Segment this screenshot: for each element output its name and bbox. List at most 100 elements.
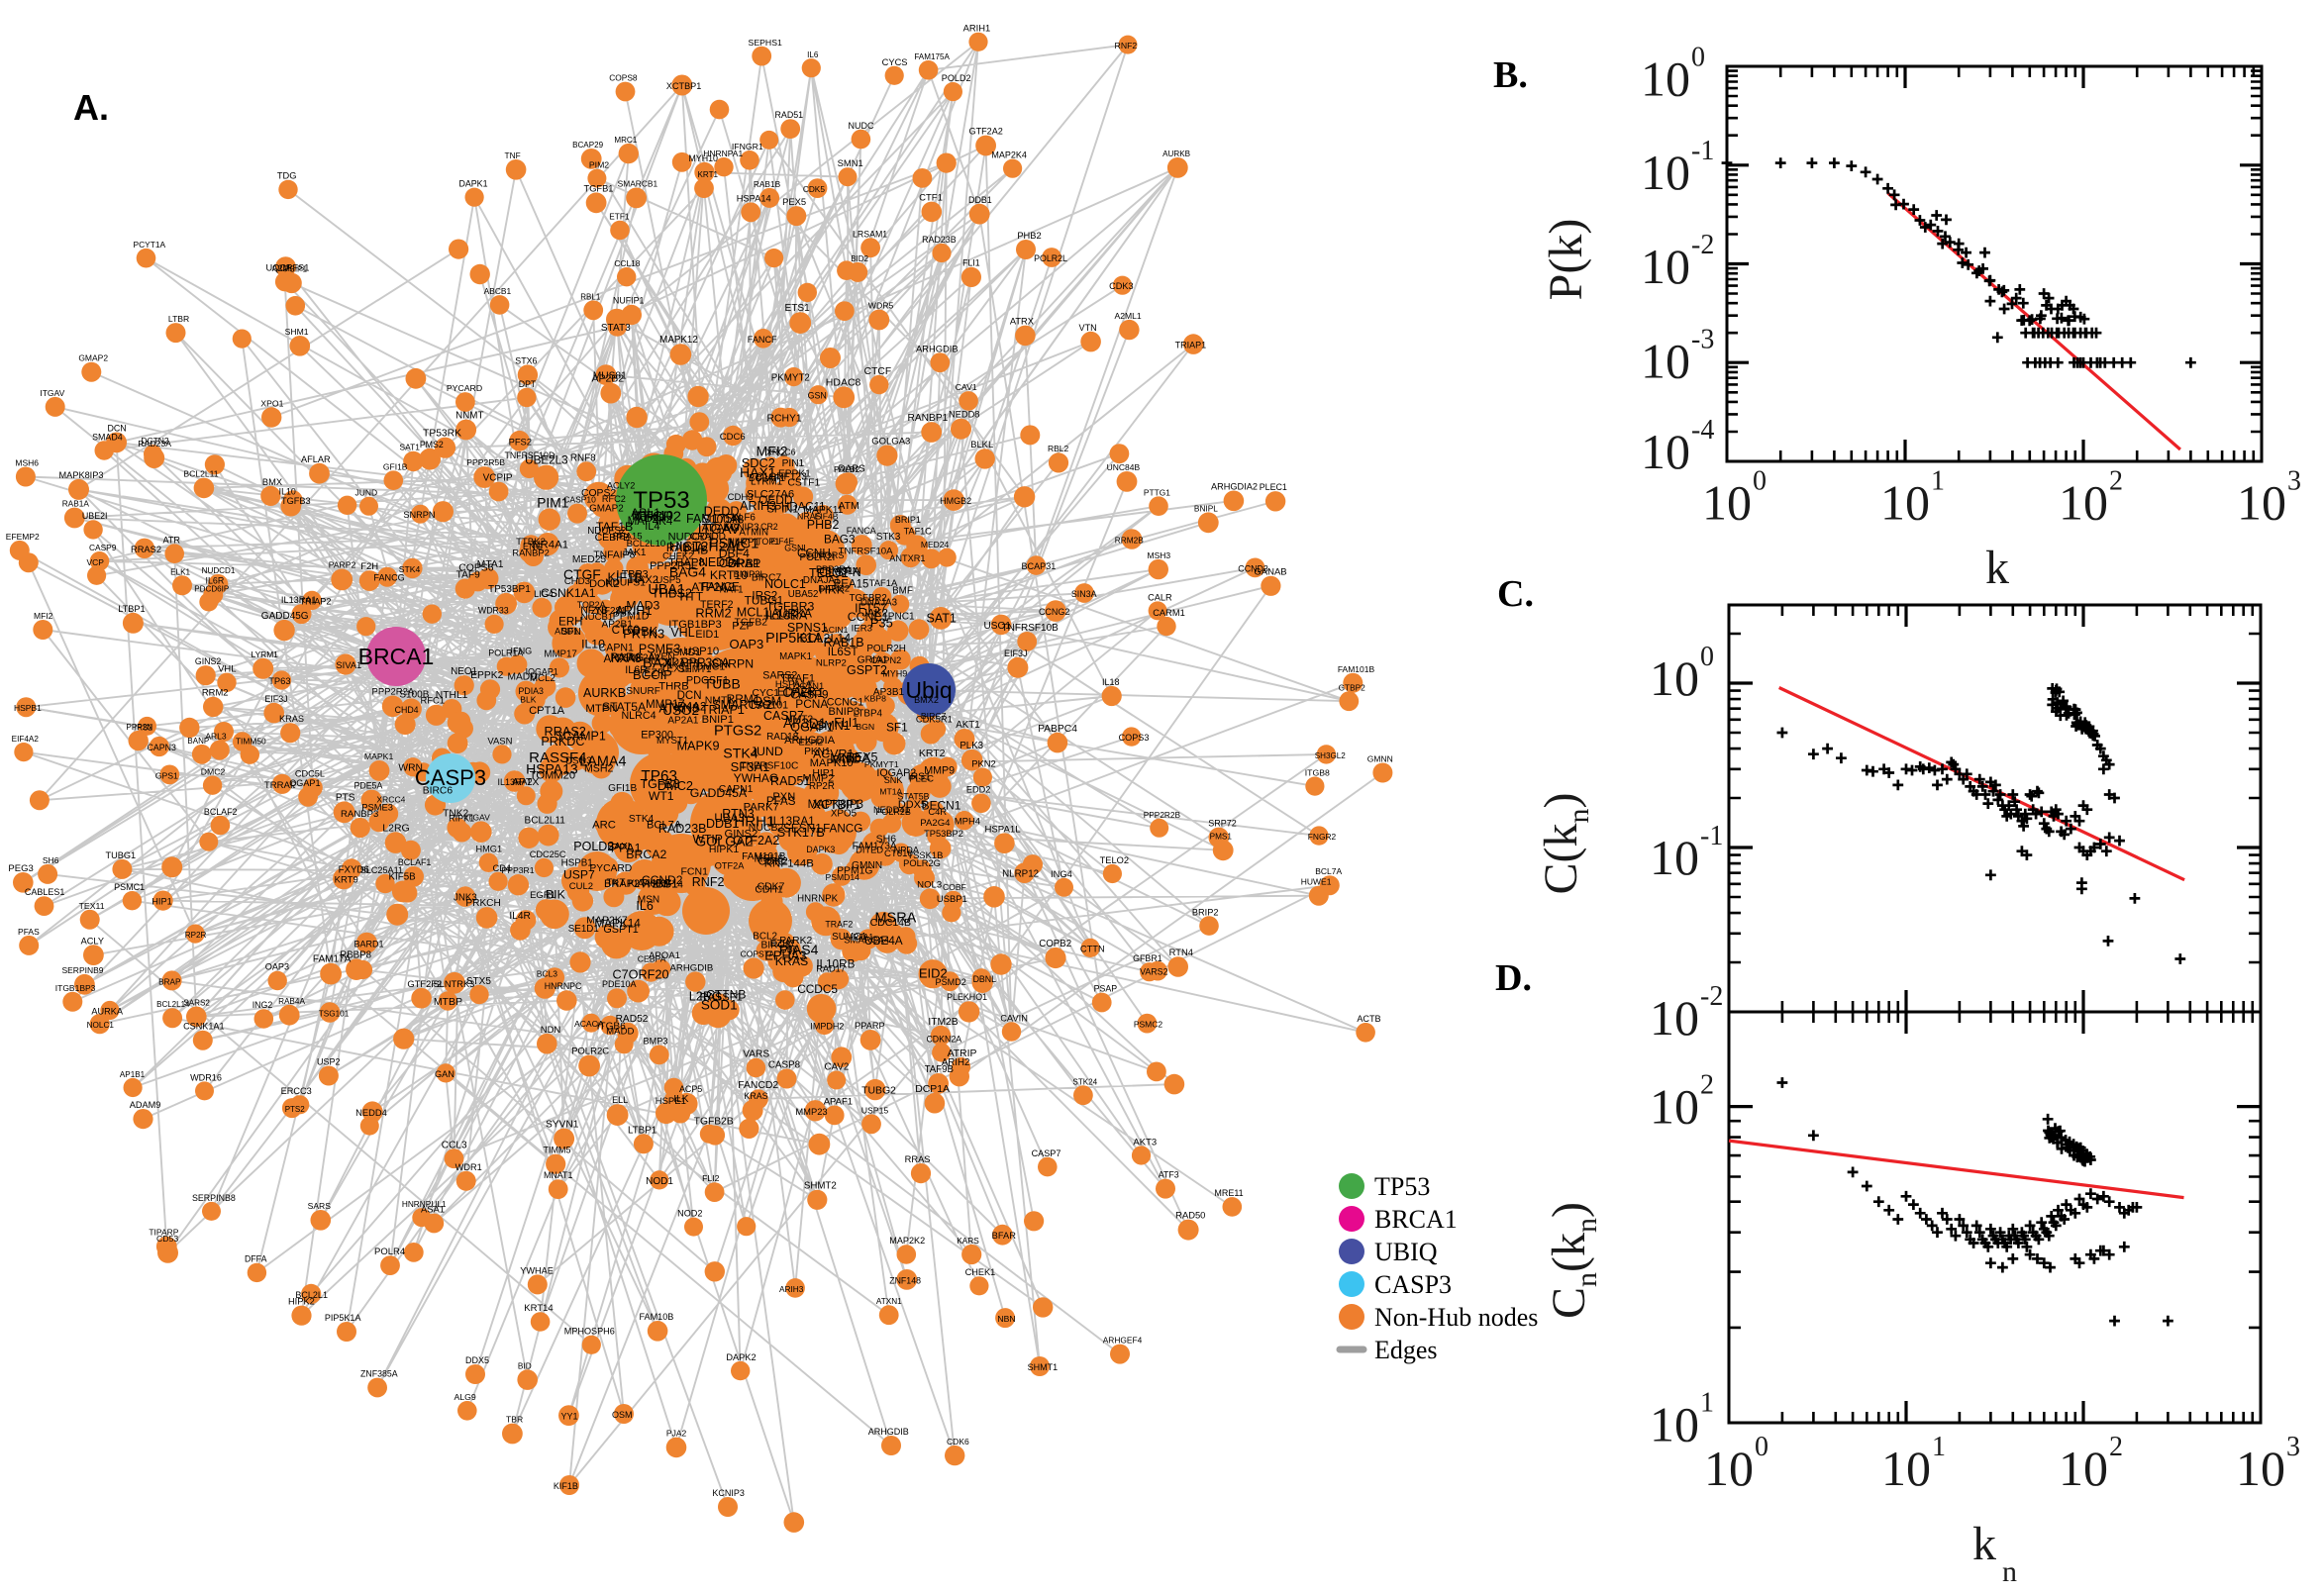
svg-text:NLRP12: NLRP12 (1002, 869, 1039, 880)
svg-text:HSPA1A: HSPA1A (775, 679, 813, 690)
svg-text:1: 1 (1932, 1432, 1946, 1462)
svg-text:PSMD1: PSMD1 (665, 648, 701, 658)
svg-text:GOLGA2: GOLGA2 (695, 834, 753, 849)
svg-text:IRS2: IRS2 (752, 589, 777, 602)
svg-text:DARS: DARS (838, 463, 865, 474)
svg-text:TOP1: TOP1 (757, 537, 779, 547)
svg-text:ARIH3: ARIH3 (779, 1284, 804, 1294)
svg-text:SMARCB1: SMARCB1 (618, 178, 658, 188)
svg-text:OTF2A: OTF2A (715, 860, 745, 870)
svg-text:3: 3 (2287, 466, 2301, 497)
svg-text:-4: -4 (1691, 415, 1714, 446)
svg-text:CLSPN: CLSPN (819, 564, 861, 579)
svg-text:10: 10 (1650, 830, 1699, 885)
svg-text:CDK6: CDK6 (947, 1437, 969, 1446)
svg-text:MSRA: MSRA (874, 911, 916, 927)
svg-text:LRSAM1: LRSAM1 (853, 229, 887, 239)
svg-text:3: 3 (2286, 1432, 2300, 1462)
svg-text:PLEC: PLEC (909, 773, 934, 784)
svg-text:BID2: BID2 (851, 254, 868, 263)
svg-text:BNIP3: BNIP3 (829, 706, 860, 718)
svg-text:TNK2: TNK2 (443, 809, 468, 820)
svg-text:TRAF2: TRAF2 (825, 920, 853, 930)
svg-text:RIPK1: RIPK1 (449, 814, 474, 824)
svg-text:NLRP1: NLRP1 (728, 537, 760, 548)
svg-text:HNRNPK: HNRNPK (797, 893, 838, 904)
svg-text:RASSF4: RASSF4 (529, 749, 586, 766)
svg-text:MAD3: MAD3 (626, 599, 659, 613)
svg-text:IL13RA1: IL13RA1 (770, 815, 815, 828)
svg-text:PLEKHO1: PLEKHO1 (947, 992, 987, 1002)
svg-text:PPP2R5B: PPP2R5B (466, 457, 505, 467)
svg-text:PTS2: PTS2 (285, 1105, 306, 1114)
svg-text:KRT10: KRT10 (710, 568, 748, 582)
svg-text:TNF: TNF (505, 150, 521, 160)
svg-text:PTGS2: PTGS2 (714, 724, 761, 740)
svg-text:HDAC11: HDAC11 (781, 502, 826, 514)
svg-text:HSPA1L: HSPA1L (984, 824, 1021, 835)
svg-text:YY1: YY1 (560, 1412, 577, 1422)
svg-text:TOMM20: TOMM20 (530, 770, 575, 782)
svg-text:SERPINB9: SERPINB9 (61, 965, 103, 975)
svg-text:RANBP3: RANBP3 (341, 809, 378, 820)
svg-text:CTF1: CTF1 (919, 193, 943, 204)
svg-text:NOD1: NOD1 (646, 1176, 673, 1187)
svg-text:POLR1A: POLR1A (488, 648, 523, 658)
svg-text:10: 10 (1880, 475, 1930, 531)
svg-text:RRAS: RRAS (905, 1154, 931, 1164)
svg-text:ACLY: ACLY (81, 936, 104, 946)
svg-text:CASP10: CASP10 (563, 495, 596, 505)
svg-text:CTTNB: CTTNB (706, 988, 746, 1002)
svg-text:CTTN: CTTN (1080, 944, 1105, 953)
svg-text:CCNH: CCNH (797, 548, 831, 560)
svg-text:BID: BID (518, 1360, 532, 1370)
svg-text:SUMO1: SUMO1 (832, 932, 867, 943)
svg-text:MRC1: MRC1 (614, 136, 637, 145)
svg-text:DBF4: DBF4 (719, 547, 750, 560)
svg-text:L2RG: L2RG (382, 822, 409, 834)
svg-text:TOP2B: TOP2B (634, 513, 665, 524)
svg-text:DCN: DCN (677, 690, 702, 702)
svg-text:BRCA1: BRCA1 (1374, 1205, 1458, 1234)
svg-text:UBA1: UBA1 (648, 582, 685, 598)
svg-text:SPNS1: SPNS1 (787, 621, 828, 635)
svg-text:CASP3: CASP3 (1374, 1270, 1452, 1299)
svg-text:PHB2: PHB2 (807, 518, 840, 532)
svg-text:HIP1: HIP1 (152, 897, 171, 907)
svg-text:UBE2I: UBE2I (82, 511, 108, 521)
svg-text:QGAP1: QGAP1 (289, 778, 320, 788)
svg-text:ATXN3: ATXN3 (658, 700, 699, 715)
svg-text:RCHY1: RCHY1 (766, 414, 801, 425)
svg-text:SH6: SH6 (876, 834, 897, 846)
svg-text:RRM2B: RRM2B (1115, 536, 1145, 546)
svg-text:BMP3: BMP3 (643, 1037, 667, 1047)
svg-text:PCYT1A: PCYT1A (134, 240, 166, 249)
svg-text:UBA52: UBA52 (788, 589, 819, 600)
svg-text:RAD23A: RAD23A (138, 439, 171, 449)
svg-text:TTBK2: TTBK2 (516, 537, 546, 548)
svg-text:ZNF281: ZNF281 (591, 606, 627, 617)
svg-text:PEX5: PEX5 (782, 196, 806, 207)
svg-text:BANP: BANP (187, 737, 209, 746)
svg-text:RNF8: RNF8 (570, 452, 596, 463)
svg-text:KRT1: KRT1 (698, 170, 719, 179)
svg-text:ITGAV: ITGAV (40, 388, 64, 398)
svg-text:DOK2: DOK2 (589, 578, 619, 590)
svg-text:WDR33: WDR33 (478, 606, 509, 616)
svg-text:GAN: GAN (435, 1069, 454, 1079)
svg-text:PPP3R1: PPP3R1 (502, 865, 535, 875)
svg-text:IL6R: IL6R (625, 664, 648, 676)
svg-text:IER3: IER3 (852, 624, 872, 635)
svg-text:C(kn): C(kn) (1535, 793, 1595, 895)
svg-text:PEG3: PEG3 (8, 863, 33, 874)
svg-text:CDK7: CDK7 (758, 882, 785, 893)
svg-text:MSN: MSN (638, 894, 659, 905)
svg-text:NUFIP1: NUFIP1 (613, 296, 644, 306)
svg-text:MTPN: MTPN (585, 703, 617, 715)
svg-text:DNAJA3: DNAJA3 (860, 598, 897, 609)
svg-text:SCAMP1: SCAMP1 (555, 729, 605, 743)
svg-text:TRRAP: TRRAP (264, 780, 297, 791)
svg-text:ZNF148: ZNF148 (889, 1275, 921, 1285)
svg-text:TFCP2: TFCP2 (634, 509, 681, 526)
svg-text:MAP2K2: MAP2K2 (889, 1236, 925, 1246)
